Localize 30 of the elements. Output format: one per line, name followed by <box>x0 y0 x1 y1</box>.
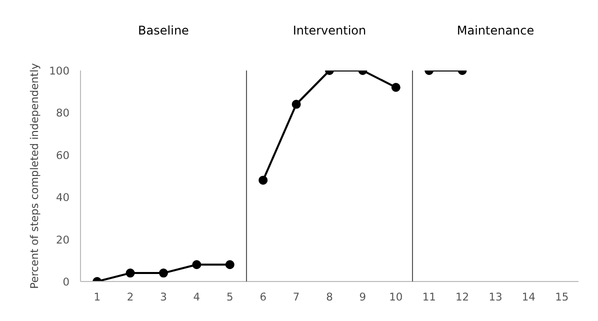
x-tick-label: 1 <box>94 290 100 304</box>
x-tick-label: 5 <box>226 290 234 304</box>
x-tick-label: 14 <box>522 290 536 304</box>
x-tick-label: 15 <box>555 290 569 304</box>
x-tick-label: 8 <box>326 290 334 304</box>
text: Maintenance <box>456 24 534 38</box>
point <box>258 176 268 185</box>
x-tick-label: 11 <box>422 290 436 304</box>
x-tick-label: 13 <box>488 290 502 304</box>
x-tick-label: 2 <box>126 290 134 304</box>
text: Baseline <box>138 24 189 38</box>
x-tick-label: 7 <box>292 290 300 304</box>
point <box>159 268 168 278</box>
point <box>225 260 234 270</box>
y-axis-title: Percent of steps completed independently <box>28 63 42 289</box>
y-tick-label: 20 <box>56 233 70 246</box>
y-tick-label: 40 <box>56 191 70 204</box>
x-tick-label: 10 <box>389 290 403 304</box>
x-tick-label: 9 <box>359 290 366 304</box>
x-tick-label: 4 <box>193 290 200 304</box>
text: Intervention <box>292 24 366 38</box>
point <box>192 260 202 270</box>
y-tick-label: 60 <box>56 148 70 162</box>
y-tick-label: 100 <box>49 64 70 78</box>
y-tick-label: 0 <box>62 276 70 288</box>
x-tick-label: 3 <box>160 290 167 304</box>
y-tick-label: 80 <box>56 106 70 120</box>
point <box>126 268 135 278</box>
x-tick-label: 6 <box>260 290 267 304</box>
x-tick-label: 12 <box>456 290 470 304</box>
